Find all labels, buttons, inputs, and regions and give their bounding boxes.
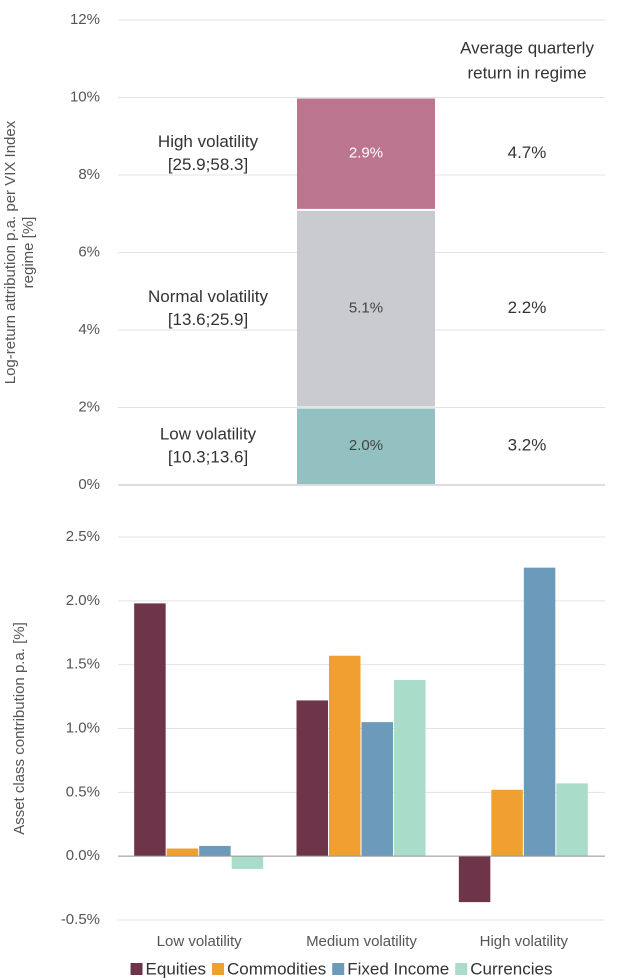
bar-segment: [297, 98, 435, 209]
regime-label: High volatility: [158, 132, 259, 151]
legend-label: Fixed Income: [347, 959, 449, 978]
regime-label: Normal volatility: [148, 287, 268, 306]
legend-item: Commodities: [212, 959, 326, 978]
avg-return: 3.2%: [508, 436, 547, 455]
bar: [231, 856, 264, 869]
bar-segment: [297, 408, 435, 484]
y-tick-label: 1.0%: [66, 719, 100, 736]
legend-label: Commodities: [227, 959, 326, 978]
legend-item: Fixed Income: [332, 959, 449, 978]
bar: [199, 845, 231, 857]
y-tick-label: 2.0%: [66, 592, 100, 609]
bar: [394, 679, 426, 857]
legend-swatch: [455, 963, 468, 975]
legend-item: Equities: [130, 959, 206, 978]
return-header: Average quarterly: [460, 38, 594, 57]
regime-label: Low volatility: [160, 425, 257, 444]
value-label: 5.1%: [349, 300, 383, 317]
value-label: 2.9%: [349, 145, 383, 162]
return-header: return in regime: [467, 63, 586, 82]
bar-segment: [297, 210, 435, 407]
avg-return: 2.2%: [508, 298, 547, 317]
y-tick-label: 8%: [78, 166, 100, 183]
regime-range: [10.3;13.6]: [168, 448, 248, 467]
regime-range: [25.9;58.3]: [168, 155, 248, 174]
x-tick-label: Medium volatility: [306, 933, 417, 950]
bar: [329, 655, 361, 857]
y-tick-label: 12%: [70, 11, 100, 28]
avg-return: 4.7%: [508, 143, 547, 162]
y-tick-label: 2.5%: [66, 528, 100, 545]
bar: [361, 722, 393, 857]
regime-range: [13.6;25.9]: [168, 310, 248, 329]
y-axis-label: Log-return attribution p.a. per VIX Inde…: [2, 120, 19, 384]
y-tick-label: 4%: [78, 321, 100, 338]
bar: [166, 848, 199, 857]
y-tick-label: 10%: [70, 88, 100, 105]
bar: [134, 603, 166, 857]
legend-label: Currencies: [470, 959, 552, 978]
bar: [523, 567, 556, 857]
bar: [296, 700, 328, 857]
legend-swatch: [332, 963, 345, 975]
y-axis-label: regime [%]: [20, 217, 37, 289]
bar: [458, 856, 491, 903]
x-tick-label: Low volatility: [157, 933, 243, 950]
bar: [556, 783, 588, 857]
legend-swatch: [212, 963, 225, 975]
value-label: 2.0%: [349, 437, 383, 454]
legend-item: Currencies: [455, 959, 552, 978]
legend-swatch: [130, 963, 143, 975]
y-tick-label: 0%: [78, 476, 100, 493]
y-tick-label: -0.5%: [61, 911, 100, 928]
y-tick-label: 1.5%: [66, 656, 100, 673]
x-tick-label: High volatility: [480, 933, 569, 950]
y-tick-label: 2%: [78, 398, 100, 415]
y-tick-label: 6%: [78, 243, 100, 260]
y-tick-label: 0.0%: [66, 847, 100, 864]
bar: [491, 789, 523, 857]
y-axis-label: Asset class contribution p.a. [%]: [11, 622, 28, 835]
legend-label: Equities: [146, 959, 206, 978]
y-tick-label: 0.5%: [66, 783, 100, 800]
